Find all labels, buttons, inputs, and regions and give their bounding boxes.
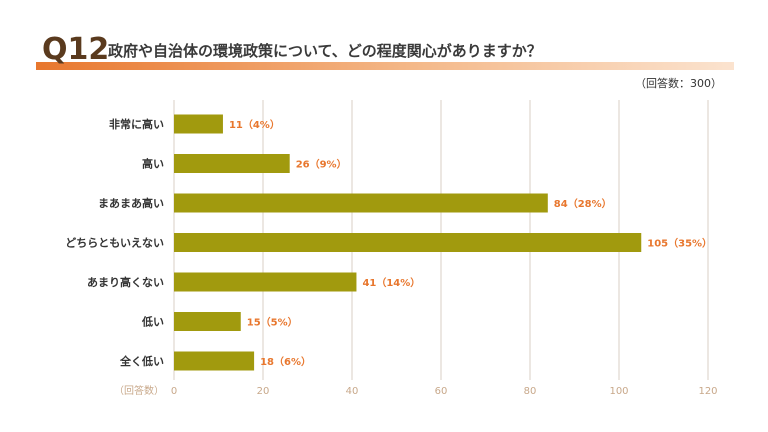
- value-label-3: 105（35%）: [647, 237, 712, 250]
- value-label-6: 18（6%）: [260, 355, 311, 368]
- category-label-5: 低い: [141, 315, 164, 329]
- category-label-1: 高い: [142, 157, 164, 171]
- tick-label-100: 100: [609, 386, 628, 397]
- tick-label-60: 60: [435, 386, 448, 397]
- value-labels: 11（4%） 26（9%） 84（28%） 105（35%） 41（14%） 15（5%）…: [229, 118, 712, 368]
- bar-0: [174, 114, 223, 134]
- value-label-1: 26（9%）: [296, 158, 347, 171]
- bar-5: [174, 312, 241, 331]
- respondent-count: （回答数：300）: [635, 77, 722, 90]
- value-label-4: 41（14%）: [362, 276, 420, 289]
- title-underline-band: [36, 62, 734, 70]
- bar-1: [174, 154, 290, 173]
- tick-label-40: 40: [346, 386, 359, 397]
- bar-3: [174, 233, 642, 252]
- tick-label-0: 0: [171, 386, 177, 397]
- question-title: 政府や自治体の環境政策について、どの程度関心がありますか？: [108, 42, 542, 60]
- value-label-2: 84（28%）: [554, 197, 612, 210]
- tick-labels: 0 20 40 60 80 100 120: [171, 386, 718, 397]
- bars-group: [174, 114, 642, 371]
- tick-label-80: 80: [524, 386, 537, 397]
- category-label-4: あまり高くない: [87, 275, 164, 289]
- bar-4: [174, 272, 357, 292]
- category-label-2: まあまあ高い: [98, 196, 164, 210]
- value-label-0: 11（4%）: [229, 118, 280, 131]
- tick-label-20: 20: [257, 386, 270, 397]
- x-axis-caption: （回答数）: [114, 384, 164, 397]
- category-label-6: 全く低い: [119, 354, 164, 368]
- category-label-3: どちらともいえない: [65, 237, 164, 250]
- question-number: Q12: [42, 32, 110, 67]
- value-label-5: 15（5%）: [247, 316, 298, 329]
- bar-2: [174, 193, 548, 213]
- chart-header: Q12 政府や自治体の環境政策について、どの程度関心がありますか？ （回答数：3…: [0, 0, 768, 90]
- tick-label-120: 120: [698, 386, 717, 397]
- bar-6: [174, 351, 255, 371]
- category-label-0: 非常に高い: [109, 117, 164, 131]
